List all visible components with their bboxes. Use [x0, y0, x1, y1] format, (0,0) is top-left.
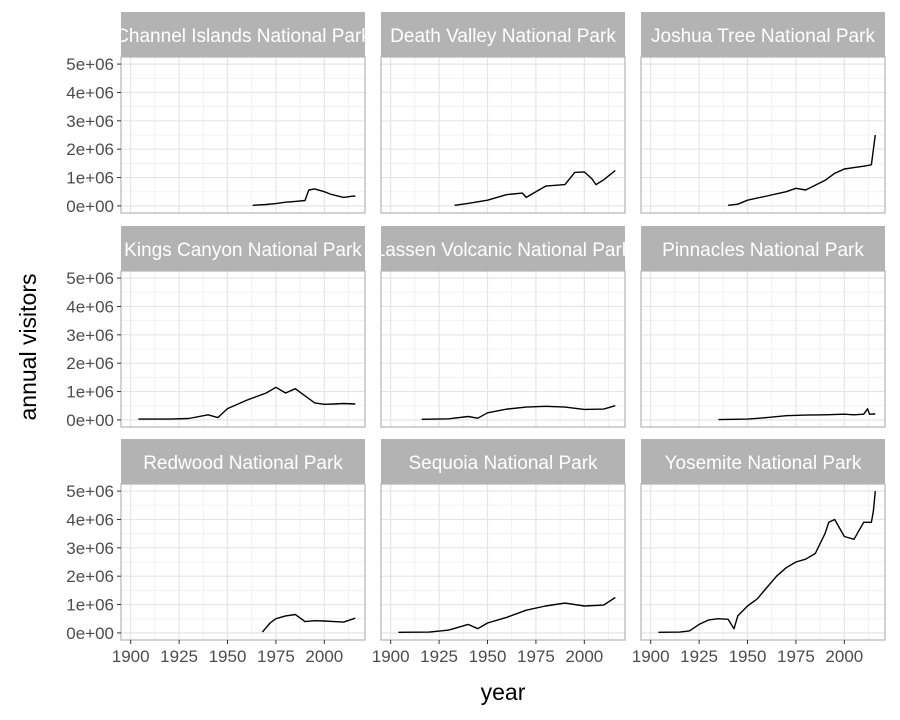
- x-tick-label: 1925: [160, 647, 198, 666]
- x-tick-label: 2000: [305, 647, 343, 666]
- panel-border: [640, 56, 886, 214]
- series-line: [728, 134, 876, 206]
- y-tick-label: 2e+06: [66, 567, 114, 586]
- panel-border: [380, 56, 626, 214]
- facet-panel: Redwood National Park 0e+00 1e+06 2e+06 3e+0…: [66, 439, 366, 666]
- x-tick-label: 1975: [777, 647, 815, 666]
- facet-strip: [641, 226, 885, 271]
- series-line: [454, 169, 616, 206]
- facet-panels: Channel Islands National Park 0e+00 1e+06 2…: [66, 12, 886, 666]
- y-tick-label: 1e+06: [66, 169, 114, 188]
- series-line: [658, 491, 876, 633]
- y-tick-label: 0e+00: [66, 624, 114, 643]
- series-line: [718, 408, 876, 421]
- x-tick-label: 1975: [517, 647, 555, 666]
- facet-panel: Joshua Tree National Park: [640, 12, 886, 214]
- x-tick-label: 1925: [420, 647, 458, 666]
- facet-title: Channel Islands National Park: [115, 26, 371, 47]
- x-tick-label: 1975: [257, 647, 295, 666]
- facet-panel: Channel Islands National Park 0e+00 1e+06 2…: [66, 12, 371, 216]
- series-line: [138, 386, 356, 420]
- series-line: [398, 596, 616, 633]
- facet-strip: [121, 439, 365, 484]
- facet-title: Death Valley National Park: [390, 26, 616, 47]
- y-tick-label: 1e+06: [66, 383, 114, 402]
- panel-border: [640, 483, 886, 641]
- series-line: [421, 405, 616, 420]
- x-tick-label: 1925: [680, 647, 718, 666]
- y-tick-label: 2e+06: [66, 140, 114, 159]
- x-tick-label: 1900: [112, 647, 150, 666]
- y-tick-label: 3e+06: [66, 539, 114, 558]
- y-axis-title: annual visitors: [15, 273, 41, 420]
- facet-panel: Lassen Volcanic National Park: [375, 226, 632, 428]
- facet-panel: Kings Canyon National Park 0e+00 1e+06 2e+0…: [66, 226, 366, 430]
- x-tick-label: 1950: [209, 647, 247, 666]
- panel-border: [380, 483, 626, 641]
- facet-strip: [641, 12, 885, 57]
- facet-title: Joshua Tree National Park: [651, 26, 875, 47]
- panel-border: [640, 270, 886, 428]
- y-tick-label: 5e+06: [66, 55, 114, 74]
- panel-border: [120, 270, 366, 428]
- y-tick-label: 2e+06: [66, 354, 114, 373]
- facet-panel: Yosemite National Park 1900 1925 1950 1975 20…: [632, 439, 886, 666]
- facet-strip: [641, 439, 885, 484]
- series-line: [252, 188, 356, 206]
- facet-title: Yosemite National Park: [665, 453, 862, 474]
- facet-title: Lassen Volcanic National Park: [375, 240, 632, 261]
- y-tick-label: 4e+06: [66, 83, 114, 102]
- facet-strip: [121, 12, 365, 57]
- facet-panel: Pinnacles National Park: [640, 226, 886, 428]
- facet-title: Redwood National Park: [143, 453, 343, 474]
- y-tick-label: 3e+06: [66, 326, 114, 345]
- x-axis-title: year: [481, 679, 526, 705]
- facet-title: Sequoia National Park: [408, 453, 598, 474]
- y-tick-label: 0e+00: [66, 197, 114, 216]
- facet-strip: [381, 12, 625, 57]
- facet-panel: Sequoia National Park 1900 1925 1950 1975 200…: [372, 439, 626, 666]
- panel-border: [120, 483, 366, 641]
- y-tick-label: 4e+06: [66, 297, 114, 316]
- x-tick-label: 1950: [729, 647, 767, 666]
- x-tick-label: 1900: [632, 647, 670, 666]
- x-tick-label: 1900: [372, 647, 410, 666]
- y-tick-label: 5e+06: [66, 482, 114, 501]
- series-line: [261, 613, 356, 633]
- x-tick-label: 2000: [565, 647, 603, 666]
- y-tick-label: 3e+06: [66, 112, 114, 131]
- y-tick-label: 1e+06: [66, 596, 114, 615]
- facet-panel: Death Valley National Park: [380, 12, 626, 214]
- panel-border: [120, 56, 366, 214]
- x-tick-label: 1950: [469, 647, 507, 666]
- facet-strip: [381, 439, 625, 484]
- facet-strip: [121, 226, 365, 271]
- facet-title: Kings Canyon National Park: [124, 240, 362, 261]
- facet-title: Pinnacles National Park: [662, 240, 864, 261]
- x-tick-label: 2000: [825, 647, 863, 666]
- y-tick-label: 5e+06: [66, 269, 114, 288]
- facet-strip: [381, 226, 625, 271]
- y-tick-label: 0e+00: [66, 411, 114, 430]
- panel-border: [380, 270, 626, 428]
- y-tick-label: 4e+06: [66, 510, 114, 529]
